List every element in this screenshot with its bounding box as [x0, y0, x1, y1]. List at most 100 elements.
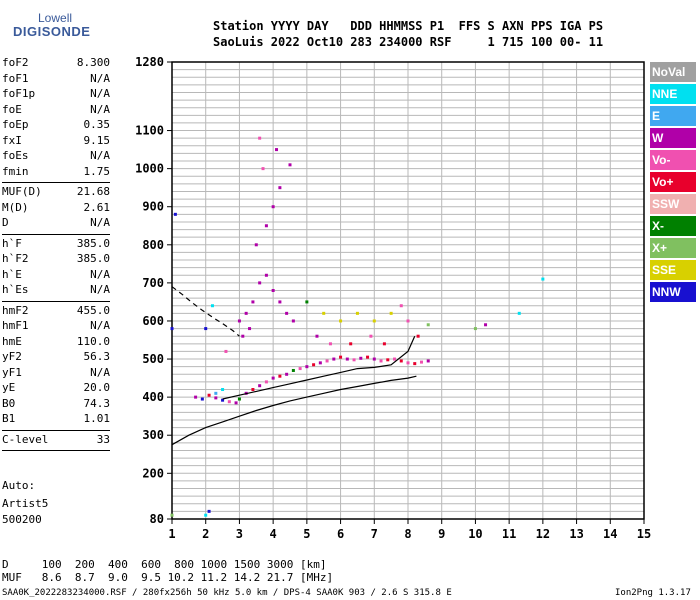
- echo-point: [173, 212, 177, 216]
- echo-point: [389, 311, 393, 315]
- param-value: 56.3: [83, 350, 111, 363]
- param-row: foF2 8.300: [2, 56, 110, 72]
- y-tick-label: 300: [142, 428, 164, 442]
- echo-point: [194, 395, 198, 399]
- x-tick-label: 12: [536, 527, 550, 541]
- legend-item: Vo+: [650, 172, 696, 192]
- x-tick-label: 14: [603, 527, 617, 541]
- param-divider: [2, 300, 110, 302]
- param-row: foF1 N/A: [2, 72, 110, 88]
- footer-muf-row: MUF 8.6 8.7 9.0 9.5 10.2 11.2 14.2 21.7 …: [2, 571, 334, 584]
- echo-point: [214, 391, 218, 395]
- y-tick-label: 200: [142, 466, 164, 480]
- param-label: MUF(D): [2, 185, 42, 198]
- echo-point: [227, 400, 231, 404]
- param-label: foF1: [2, 71, 29, 85]
- param-value: N/A: [90, 87, 110, 100]
- param-label: foEs: [2, 149, 29, 162]
- echo-point: [170, 327, 174, 331]
- param-label: foF2: [2, 56, 29, 69]
- x-tick-label: 13: [569, 527, 583, 541]
- legend-item: SSW: [650, 194, 696, 214]
- echo-point: [355, 311, 359, 315]
- ionogram-chart: 1 2 3 4 5 6 7 8 9 10 11 12 13 14 158020030040050060070…: [135, 55, 651, 541]
- param-label: foEp: [2, 118, 29, 131]
- param-value: 1.01: [83, 412, 111, 425]
- echo-point: [224, 349, 228, 353]
- x-tick-label: 4: [270, 527, 277, 541]
- echo-point: [298, 367, 302, 371]
- param-row: MUF(D) 21.68: [2, 185, 110, 201]
- echo-point: [322, 311, 326, 315]
- echo-point: [170, 513, 174, 517]
- x-tick-label: 3: [236, 527, 243, 541]
- param-row: yE 20.0: [2, 381, 110, 397]
- param-value: 0.35: [83, 118, 111, 131]
- param-row: yF1 N/A: [2, 366, 110, 382]
- param-value: 74.3: [83, 396, 111, 410]
- legend-item: X-: [650, 216, 696, 236]
- param-row: M(D) 2.61: [2, 201, 110, 217]
- echo-point: [254, 243, 258, 247]
- param-value: 110.0: [76, 334, 110, 348]
- y-tick-label: 80: [150, 512, 164, 526]
- echo-point: [473, 327, 477, 331]
- echo-point: [285, 372, 289, 376]
- echo-point: [339, 319, 343, 323]
- legend-item: NNE: [650, 84, 696, 104]
- y-tick-label: 1000: [135, 162, 164, 176]
- echo-point: [258, 136, 262, 140]
- param-row: h`F 385.0: [2, 237, 110, 253]
- y-tick-label: 800: [142, 238, 164, 252]
- header-line-2: SaoLuis 2022 Oct10 283 234000 RSF 1 715 …: [213, 35, 604, 49]
- param-divider: [2, 429, 110, 431]
- param-label: yE: [2, 381, 16, 394]
- echo-point: [285, 311, 289, 315]
- echo-point: [406, 319, 410, 323]
- echo-point: [288, 163, 292, 167]
- echo-point: [541, 277, 545, 281]
- param-label: yF1: [2, 365, 22, 379]
- x-tick-label: 10: [468, 527, 482, 541]
- x-tick-label: 15: [637, 527, 651, 541]
- profile-curve-lower: [171, 375, 417, 446]
- param-value: 9.15: [83, 133, 111, 147]
- echo-point: [372, 357, 376, 361]
- param-label: yF2: [2, 350, 22, 363]
- echo-point: [359, 356, 363, 360]
- echo-point: [264, 224, 268, 228]
- legend-item: SSE: [650, 260, 696, 280]
- echo-point: [339, 355, 343, 359]
- param-row: hmE 110.0: [2, 335, 110, 351]
- echo-point: [393, 357, 397, 361]
- param-row: yF2 56.3: [2, 350, 110, 366]
- param-row: D N/A: [2, 216, 110, 232]
- echo-point: [416, 334, 420, 338]
- param-value: 2.61: [83, 200, 111, 214]
- parameter-panel: foF2 8.300 foF1 N/A foF1p N/A foE N/A foEp 0.35 fx…: [2, 56, 110, 453]
- x-tick-label: 7: [371, 527, 378, 541]
- param-value: N/A: [90, 365, 110, 379]
- echo-point: [248, 327, 252, 331]
- param-value: 385.0: [76, 236, 110, 250]
- echo-point: [366, 355, 370, 359]
- param-label: fmin: [2, 164, 29, 178]
- echo-point: [345, 357, 349, 361]
- echo-point: [237, 319, 241, 323]
- echo-point: [399, 304, 403, 308]
- echo-point: [372, 319, 376, 323]
- param-value: 33: [96, 432, 110, 446]
- echo-point: [419, 360, 423, 364]
- legend-item: E: [650, 106, 696, 126]
- x-tick-label: 1: [168, 527, 175, 541]
- echo-point: [264, 380, 268, 384]
- param-value: 20.0: [83, 381, 111, 394]
- param-value: N/A: [90, 283, 110, 296]
- param-row: fmin 1.75: [2, 165, 110, 181]
- param-value: 385.0: [76, 252, 110, 265]
- y-tick-label: 600: [142, 314, 164, 328]
- param-row: foF1p N/A: [2, 87, 110, 103]
- auto-code: 500200: [2, 513, 42, 526]
- echo-point: [379, 359, 383, 363]
- echo-point: [399, 359, 403, 363]
